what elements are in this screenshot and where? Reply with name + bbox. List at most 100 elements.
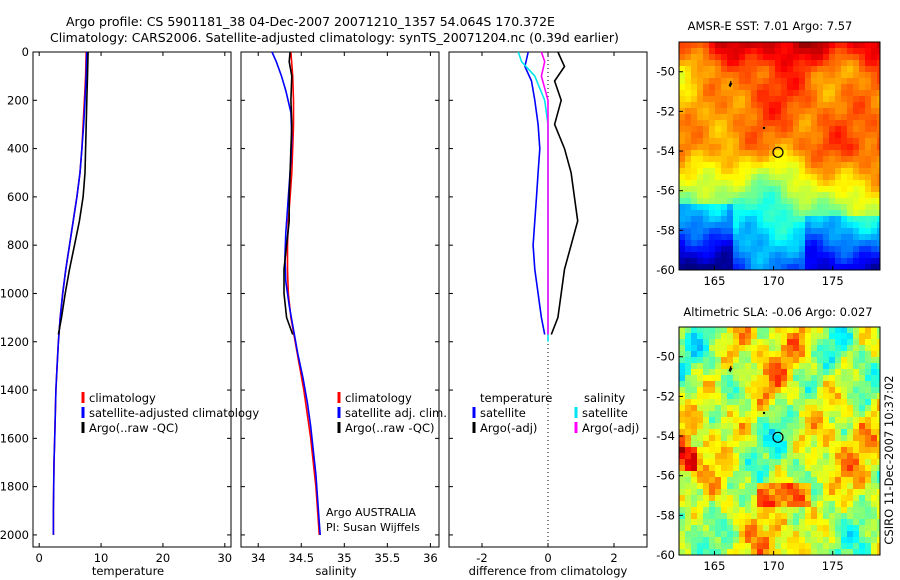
map-cell xyxy=(805,417,811,423)
map-cell xyxy=(817,525,823,531)
map-cell xyxy=(757,132,763,138)
map-cell xyxy=(817,327,823,333)
map-cell xyxy=(877,138,880,144)
map-cell xyxy=(715,513,721,519)
map-cell xyxy=(805,198,811,204)
map-cell xyxy=(709,258,715,264)
map-cell xyxy=(835,333,841,339)
map-cell xyxy=(811,459,817,465)
map-cell xyxy=(727,537,733,543)
map-cell xyxy=(769,228,775,234)
map-cell xyxy=(829,327,835,333)
map-cell xyxy=(745,339,751,345)
map-cell xyxy=(763,234,769,240)
map-ytick-label: -58 xyxy=(656,223,675,237)
map-cell xyxy=(775,246,781,252)
map-cell xyxy=(829,90,835,96)
map-cell xyxy=(859,258,865,264)
map-cell xyxy=(811,198,817,204)
map-cell xyxy=(709,339,715,345)
map-cell xyxy=(697,180,703,186)
map-cell xyxy=(715,60,721,66)
map-cell xyxy=(697,489,703,495)
map-cell xyxy=(727,429,733,435)
map-cell xyxy=(799,327,805,333)
map-cell xyxy=(799,435,805,441)
map-cell xyxy=(811,210,817,216)
map-cell xyxy=(739,495,745,501)
map-cell xyxy=(697,240,703,246)
map-cell xyxy=(865,531,871,537)
map-cell xyxy=(835,54,841,60)
map-cell xyxy=(679,150,685,156)
map-cell xyxy=(847,234,853,240)
map-cell xyxy=(757,240,763,246)
map-cell xyxy=(715,102,721,108)
map-cell xyxy=(817,150,823,156)
map-cell xyxy=(739,78,745,84)
map-cell xyxy=(835,399,841,405)
map-cell xyxy=(871,459,877,465)
map-cell xyxy=(751,78,757,84)
map-cell xyxy=(805,42,811,48)
map-cell xyxy=(781,150,787,156)
map-cell xyxy=(721,411,727,417)
map-cell xyxy=(751,375,757,381)
map-cell xyxy=(859,417,865,423)
map-cell xyxy=(763,216,769,222)
map-cell xyxy=(853,168,859,174)
map-cell xyxy=(775,72,781,78)
map-cell xyxy=(733,453,739,459)
map-cell xyxy=(769,399,775,405)
map-cell xyxy=(733,549,739,555)
map-cell xyxy=(715,150,721,156)
map-cell xyxy=(691,168,697,174)
map-cell xyxy=(841,357,847,363)
map-cell xyxy=(715,96,721,102)
map-cell xyxy=(799,240,805,246)
map-cell xyxy=(715,48,721,54)
map-cell xyxy=(751,369,757,375)
map-cell xyxy=(871,507,877,513)
map-cell xyxy=(781,333,787,339)
map-cell xyxy=(757,375,763,381)
map-cell xyxy=(811,417,817,423)
map-cell xyxy=(787,96,793,102)
map-cell xyxy=(745,216,751,222)
map-cell xyxy=(841,405,847,411)
map-xtick-label: 170 xyxy=(763,559,785,573)
map-cell xyxy=(745,162,751,168)
map-cell xyxy=(697,453,703,459)
map-cell xyxy=(685,222,691,228)
map-cell xyxy=(769,333,775,339)
map-cell xyxy=(691,216,697,222)
map-cell xyxy=(871,168,877,174)
map-cell xyxy=(703,387,709,393)
map-cell xyxy=(685,216,691,222)
map-cell xyxy=(823,339,829,345)
map-cell xyxy=(823,513,829,519)
map-cell xyxy=(835,204,841,210)
map-cell xyxy=(859,96,865,102)
map-cell xyxy=(811,204,817,210)
map-cell xyxy=(703,48,709,54)
map-cell xyxy=(787,102,793,108)
map-cell xyxy=(847,126,853,132)
map-cell xyxy=(685,513,691,519)
map-cell xyxy=(697,204,703,210)
map-cell xyxy=(721,399,727,405)
map-cell xyxy=(793,369,799,375)
map-cell xyxy=(775,435,781,441)
map-cell xyxy=(691,186,697,192)
map-cell xyxy=(805,150,811,156)
map-cell xyxy=(871,423,877,429)
map-cell xyxy=(805,471,811,477)
map-cell xyxy=(703,240,709,246)
map-ytick-label: -52 xyxy=(656,104,675,118)
map-cell xyxy=(841,327,847,333)
map-cell xyxy=(727,477,733,483)
map-cell xyxy=(799,132,805,138)
map-cell xyxy=(829,240,835,246)
map-cell xyxy=(727,48,733,54)
map-cell xyxy=(793,405,799,411)
